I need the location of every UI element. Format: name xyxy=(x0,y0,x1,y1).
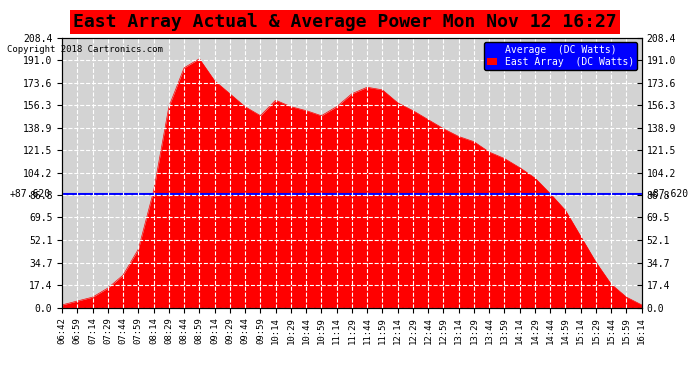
Text: East Array Actual & Average Power Mon Nov 12 16:27: East Array Actual & Average Power Mon No… xyxy=(73,13,617,31)
Text: +87.620: +87.620 xyxy=(647,189,689,199)
Text: Copyright 2018 Cartronics.com: Copyright 2018 Cartronics.com xyxy=(7,45,163,54)
Text: +87.620: +87.620 xyxy=(10,189,51,199)
Legend: Average  (DC Watts), East Array  (DC Watts): Average (DC Watts), East Array (DC Watts… xyxy=(484,42,637,70)
